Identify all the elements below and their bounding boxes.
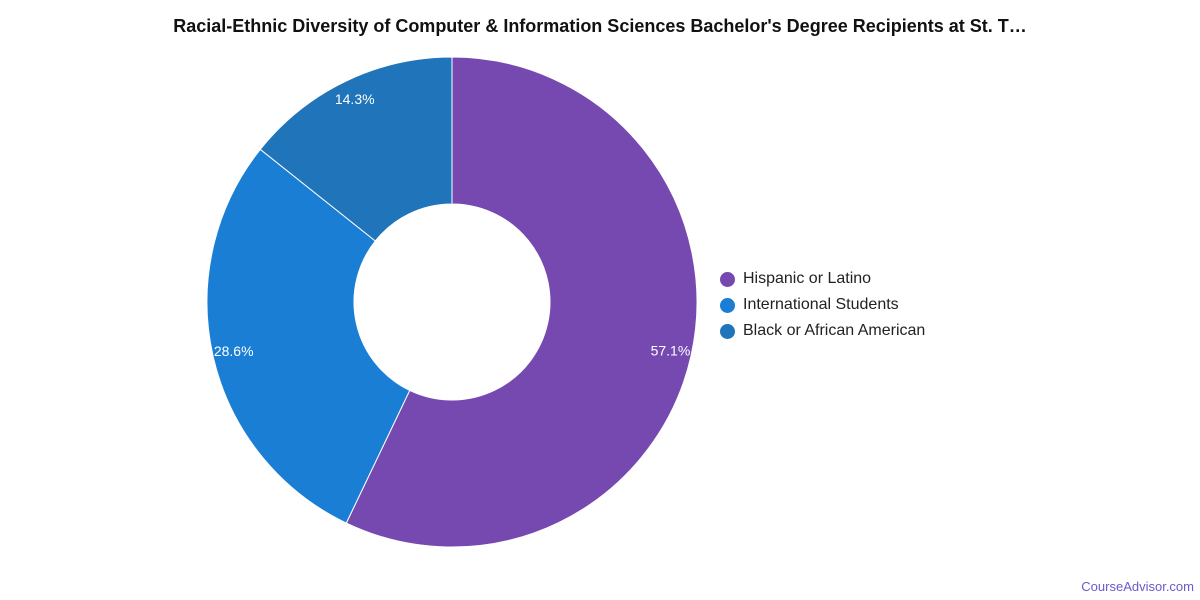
chart-title: Racial-Ethnic Diversity of Computer & In… [173, 16, 1027, 36]
legend-item-black-or-african-american[interactable]: Black or African American [720, 318, 925, 344]
legend-item-international-students[interactable]: International Students [720, 292, 925, 318]
legend-label: International Students [743, 296, 899, 313]
donut-slice-hispanic-or-latino[interactable] [345, 56, 698, 548]
legend-label: Hispanic or Latino [743, 270, 872, 287]
slice-value-label: 14.3% [335, 91, 375, 107]
legend-swatch-icon [720, 271, 735, 287]
donut-slice-international-students[interactable] [206, 148, 411, 524]
legend-swatch-icon [720, 323, 735, 339]
source-credit-link[interactable]: CourseAdvisor.com [1081, 579, 1194, 594]
chart-legend: Hispanic or Latino International Student… [720, 266, 925, 344]
slice-value-label: 57.1% [651, 342, 691, 358]
donut-slice-black-or-african-american[interactable] [259, 56, 453, 242]
legend-swatch-icon [720, 297, 735, 313]
slice-value-label: 28.6% [214, 343, 254, 359]
legend-label: Black or African American [743, 322, 926, 339]
legend-item-hispanic-or-latino[interactable]: Hispanic or Latino [720, 266, 925, 292]
